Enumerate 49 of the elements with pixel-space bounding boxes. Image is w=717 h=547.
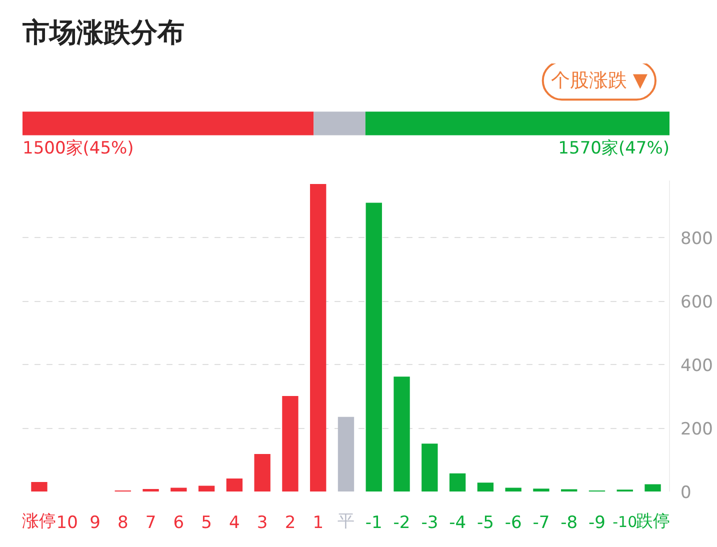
x-tick-label: 6 <box>173 513 184 533</box>
bar <box>366 202 382 492</box>
y-tick-label: 800 <box>680 229 713 250</box>
x-tick-label: 3 <box>256 513 268 533</box>
x-tick-label: 2 <box>284 513 296 533</box>
data-label: 1570家(47%) <box>558 138 670 158</box>
bar <box>31 482 48 492</box>
x-tick-label: -8 <box>560 513 578 533</box>
x-tick-label: 平 <box>338 512 354 532</box>
bar <box>282 396 298 492</box>
x-tick-label: 跌停 <box>636 512 670 532</box>
x-tick-label: -1 <box>365 513 382 533</box>
bar <box>533 488 550 492</box>
y-tick-label: 200 <box>680 420 713 440</box>
bar <box>310 184 326 492</box>
data-label: 1500家(45%) <box>22 138 134 158</box>
x-tick-label: -3 <box>421 513 438 533</box>
y-tick-label: 600 <box>680 292 713 313</box>
x-tick-label: 4 <box>229 513 240 533</box>
bar <box>170 488 187 492</box>
bar <box>505 488 522 492</box>
text: 个股涨跌 ▼ <box>550 70 648 92</box>
y-tick-label: 0 <box>680 483 692 503</box>
x-tick-label: 9 <box>90 513 100 533</box>
bar <box>254 454 270 492</box>
x-tick-label: -10 <box>612 513 638 531</box>
x-tick-label: 5 <box>201 513 212 533</box>
x-tick-label: -9 <box>588 513 606 533</box>
bar <box>338 416 354 492</box>
x-tick-label: -5 <box>476 513 494 533</box>
x-tick-label: 10 <box>56 513 78 533</box>
bar <box>477 482 494 492</box>
bar <box>644 484 661 492</box>
bar <box>142 488 159 492</box>
x-tick-label: 8 <box>117 513 128 533</box>
x-tick-label: -7 <box>532 513 550 533</box>
x-tick-label: 涨停 <box>22 512 56 532</box>
x-tick-label: 7 <box>145 513 156 533</box>
x-tick-label: -2 <box>393 513 410 533</box>
bar <box>449 473 466 492</box>
x-tick-label: -6 <box>504 513 522 533</box>
y-tick-label: 400 <box>680 356 713 376</box>
x-tick-label: -4 <box>449 513 466 533</box>
chart-title: 市场涨跌分布 <box>22 18 184 48</box>
x-tick-label: 1 <box>312 513 324 533</box>
bar <box>422 444 438 492</box>
bar <box>226 478 243 492</box>
bar <box>394 376 410 492</box>
bar <box>198 486 215 492</box>
